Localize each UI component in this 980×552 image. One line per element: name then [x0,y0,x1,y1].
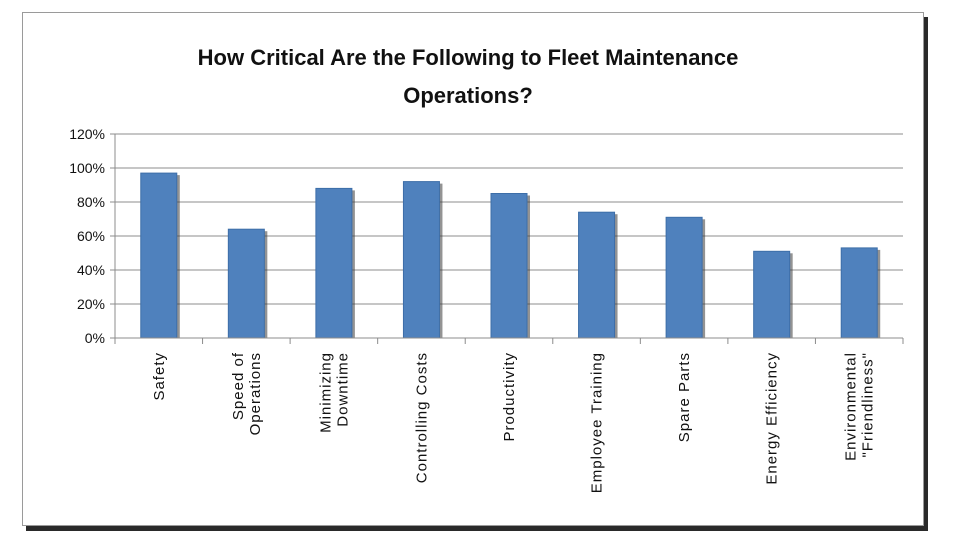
x-tick-label: Employee Training [589,352,606,493]
x-tick-label-line: Spare Parts [676,352,693,442]
axes [114,134,904,344]
bar [402,181,440,339]
x-tick-label-line: Operations [247,352,264,435]
y-tick-label: 20% [77,296,105,312]
x-tick-label-line: Employee Training [589,352,606,493]
bar [578,211,616,339]
y-tick-label: 0% [85,330,105,346]
x-tick-label-line: Controlling Costs [413,352,430,483]
bar [315,187,353,339]
x-tick-label-line: Productivity [501,352,518,442]
bar-chart: How Critical Are the Following to Fleet … [69,45,904,493]
y-tick-label: 80% [77,194,105,210]
x-tick-label-line: "Friendliness" [860,352,877,458]
x-tick-label-line: Safety [151,352,168,401]
x-tick-label: Spare Parts [676,352,693,442]
bar [140,172,178,339]
x-tick-label: Speed of Operations [230,352,264,435]
chart-title: How Critical Are the Following to Fleet … [198,45,739,108]
x-tick-label: Energy Efficiency [764,352,781,485]
y-tick-label: 100% [69,160,105,176]
x-tick-label: Minimizing Downtime [317,352,351,433]
chart-title-line-2: Operations? [403,83,533,108]
chart-frame: How Critical Are the Following to Fleet … [22,12,924,526]
bar [753,250,791,339]
x-tick-label: Productivity [501,352,518,442]
bar [840,247,878,339]
y-tick-label: 40% [77,262,105,278]
x-tick-label-line: Downtime [334,352,351,427]
y-axis-ticks: 0% 20% 40% 60% 80% 100% 120% [69,126,115,346]
x-tick-label-line: Minimizing [317,352,334,433]
y-tick-label: 60% [77,228,105,244]
y-tick-label: 120% [69,126,105,142]
bar [227,228,265,339]
chart-title-line-1: How Critical Are the Following to Fleet … [198,45,739,70]
x-tick-label-line: Environmental [843,352,860,461]
x-tick-label: Environmental "Friendliness" [843,352,877,461]
bars [140,172,881,339]
bar [665,216,703,339]
x-tick-label: Controlling Costs [413,352,430,483]
x-axis-labels: Safety Speed of Operations Minimizing Downti… [151,352,877,493]
bar [490,193,528,339]
x-tick-label-line: Speed of [230,352,247,420]
x-tick-label-line: Energy Efficiency [764,352,781,485]
x-tick-label: Safety [151,352,168,401]
